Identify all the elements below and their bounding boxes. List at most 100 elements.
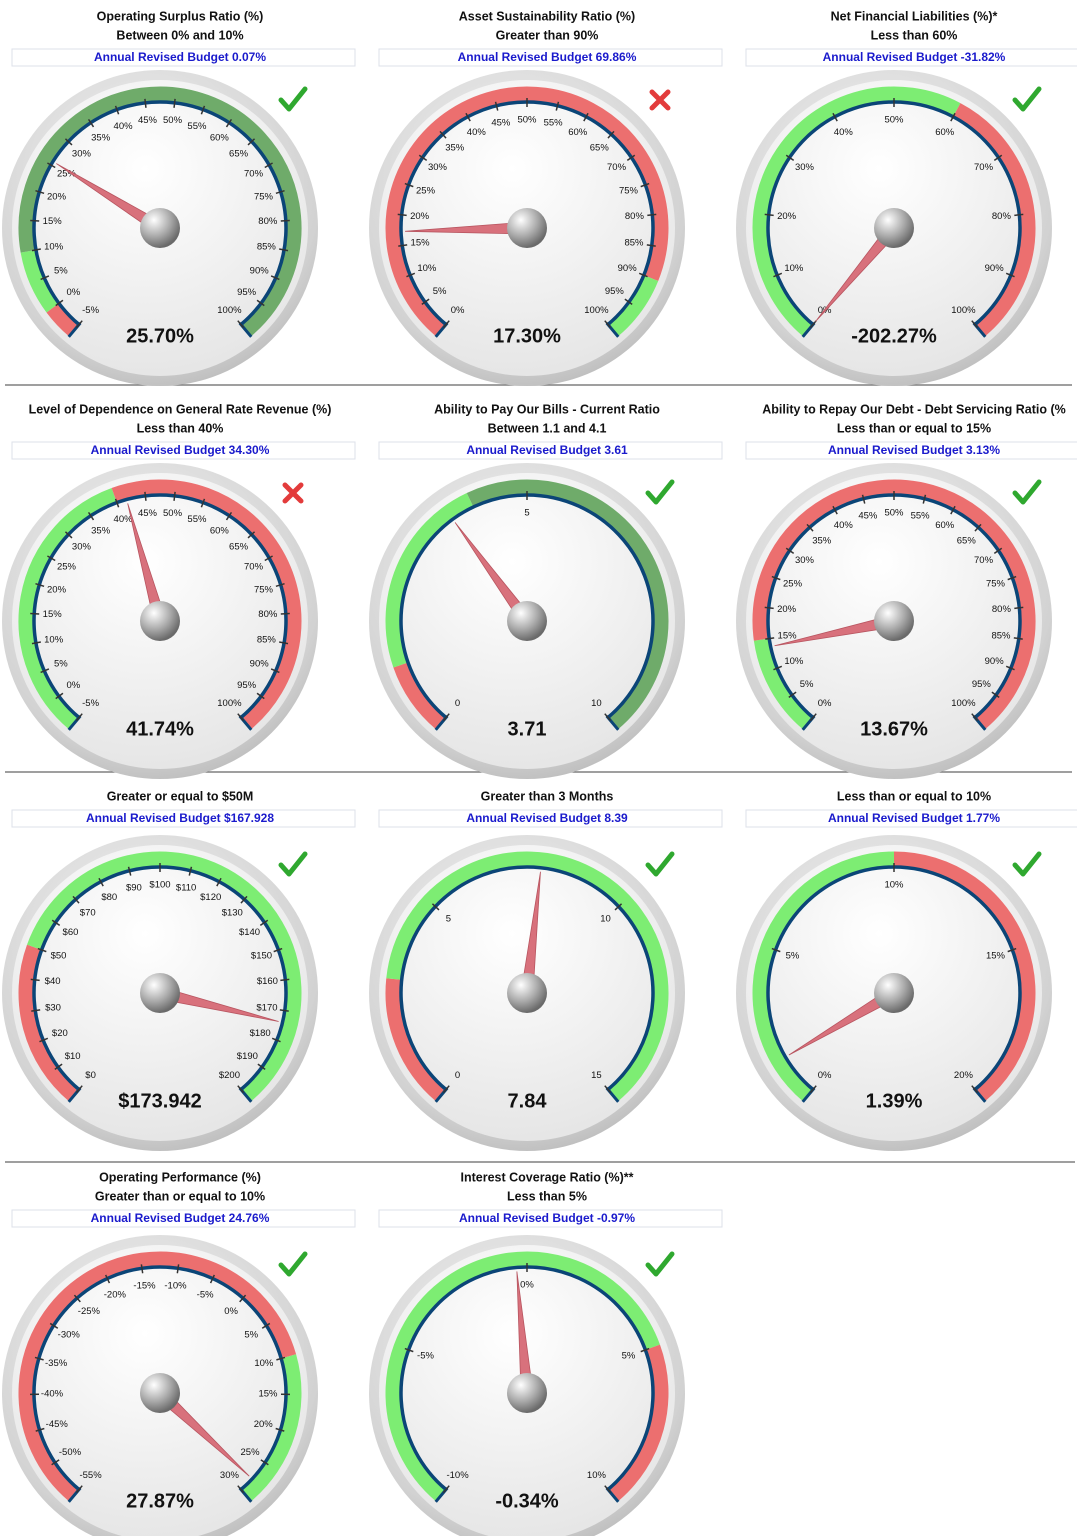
scale-arc bbox=[32, 100, 288, 326]
gauge-subtitle: Between 0% and 10% bbox=[116, 28, 243, 42]
tick-mark bbox=[275, 1427, 285, 1432]
tick-mark bbox=[640, 182, 650, 188]
tick-label: 5% bbox=[433, 286, 447, 297]
tick-label: 45% bbox=[491, 118, 511, 129]
gauge-value: 7.84 bbox=[508, 1090, 548, 1112]
tick-mark bbox=[35, 1427, 45, 1432]
band bbox=[18, 944, 79, 1102]
status-check bbox=[278, 1251, 308, 1277]
tick-label: $160 bbox=[257, 976, 278, 987]
tick-label: 100% bbox=[951, 305, 976, 316]
tick-label: 10% bbox=[884, 880, 904, 891]
tick-label: 20% bbox=[47, 192, 67, 203]
band bbox=[752, 851, 895, 1102]
tick-mark bbox=[442, 1485, 450, 1494]
budget-label: Annual Revised Budget 3.13% bbox=[828, 443, 1000, 457]
gauge: Interest Coverage Ratio (%)** Less than 5… bbox=[369, 1170, 723, 1536]
gauge-subtitle: Greater than or equal to 10% bbox=[95, 1189, 265, 1203]
tick-mark bbox=[237, 713, 245, 722]
gauge: Level of Dependence on General Rate Reve… bbox=[2, 402, 356, 779]
tick-mark bbox=[239, 1294, 247, 1303]
gauge-value: 25.70% bbox=[126, 325, 194, 347]
tick-label: 40% bbox=[114, 514, 134, 525]
band bbox=[393, 662, 446, 730]
band bbox=[953, 103, 1036, 337]
tick-mark bbox=[626, 154, 636, 161]
tick-label: 15% bbox=[43, 216, 63, 227]
tick-label: 100% bbox=[584, 305, 609, 316]
gauge-value: 27.87% bbox=[126, 1490, 194, 1512]
tick-label: 30% bbox=[72, 541, 92, 552]
needle-hub bbox=[874, 973, 914, 1013]
gauge-title: Net Financial Liabilities (%)* bbox=[831, 9, 998, 23]
tick-mark bbox=[764, 213, 774, 217]
tick-mark bbox=[922, 494, 927, 504]
tick-label: 75% bbox=[986, 579, 1006, 590]
tick-mark bbox=[98, 877, 104, 887]
tick-label: 85% bbox=[624, 238, 644, 249]
tick-label: 50% bbox=[517, 115, 537, 126]
gauge-title: Interest Coverage Ratio (%)** bbox=[461, 1170, 634, 1184]
gauge: Asset Sustainability Ratio (%) Greater th… bbox=[369, 9, 723, 386]
scale-arc bbox=[32, 1265, 288, 1491]
gauge-subtitle: Less than or equal to 15% bbox=[837, 421, 991, 435]
gauge-value: $173.942 bbox=[118, 1090, 201, 1112]
band bbox=[27, 851, 302, 1102]
tick-mark bbox=[279, 641, 289, 645]
gauge-subtitle: Greater or equal to $50M bbox=[107, 789, 254, 803]
tick-label: 15% bbox=[778, 631, 798, 642]
tick-mark bbox=[144, 491, 147, 501]
band bbox=[752, 479, 1036, 730]
tick-label: 95% bbox=[605, 286, 625, 297]
budget-label: Annual Revised Budget 1.77% bbox=[828, 811, 1000, 825]
tick-mark bbox=[260, 1459, 269, 1466]
tick-label: $110 bbox=[176, 883, 196, 894]
tick-mark bbox=[35, 189, 45, 195]
tick-mark bbox=[604, 320, 612, 329]
budget-box bbox=[745, 441, 1077, 460]
tick-mark bbox=[40, 668, 50, 674]
tick-mark bbox=[788, 691, 797, 699]
tick-mark bbox=[971, 1085, 979, 1094]
gauge: Operating Performance (%) Greater than or… bbox=[2, 1170, 356, 1536]
tick-mark bbox=[54, 1063, 63, 1071]
band bbox=[752, 86, 961, 337]
tick-label: -45% bbox=[46, 1419, 69, 1430]
tick-label: $10 bbox=[65, 1051, 81, 1062]
tick-mark bbox=[188, 866, 193, 876]
tick-mark bbox=[832, 505, 838, 515]
band bbox=[18, 488, 117, 730]
tick-mark bbox=[200, 105, 206, 115]
status-check bbox=[278, 851, 308, 877]
tick-label: -30% bbox=[58, 1330, 81, 1341]
tick-label: 10% bbox=[417, 263, 437, 274]
tick-mark bbox=[765, 637, 775, 640]
tick-mark bbox=[431, 903, 440, 911]
tick-label: 5% bbox=[54, 658, 68, 669]
tick-label: 90% bbox=[250, 265, 270, 276]
tick-mark bbox=[87, 511, 95, 521]
tick-label: 10% bbox=[44, 241, 64, 252]
tick-label: 65% bbox=[229, 541, 249, 552]
tick-label: 100% bbox=[951, 698, 976, 709]
tick-mark bbox=[34, 1356, 44, 1361]
tick-mark bbox=[1014, 213, 1024, 217]
tick-label: 55% bbox=[187, 514, 207, 525]
tick-mark bbox=[104, 1274, 111, 1284]
tick-mark bbox=[832, 112, 838, 122]
tick-mark bbox=[75, 1485, 83, 1494]
needle-hub bbox=[140, 601, 180, 641]
tick-mark bbox=[30, 978, 40, 982]
tick-label: 15 bbox=[591, 1070, 602, 1081]
tick-mark bbox=[31, 248, 41, 252]
tick-label: -40% bbox=[41, 1389, 64, 1400]
tick-label: 90% bbox=[985, 656, 1005, 667]
tick-mark bbox=[950, 505, 956, 515]
tick-label: $70 bbox=[80, 907, 96, 918]
tick-mark bbox=[971, 713, 979, 722]
tick-mark bbox=[47, 162, 56, 169]
tick-mark bbox=[624, 298, 633, 306]
tick-mark bbox=[176, 1264, 180, 1274]
tick-label: 75% bbox=[254, 192, 274, 203]
band bbox=[466, 479, 669, 730]
